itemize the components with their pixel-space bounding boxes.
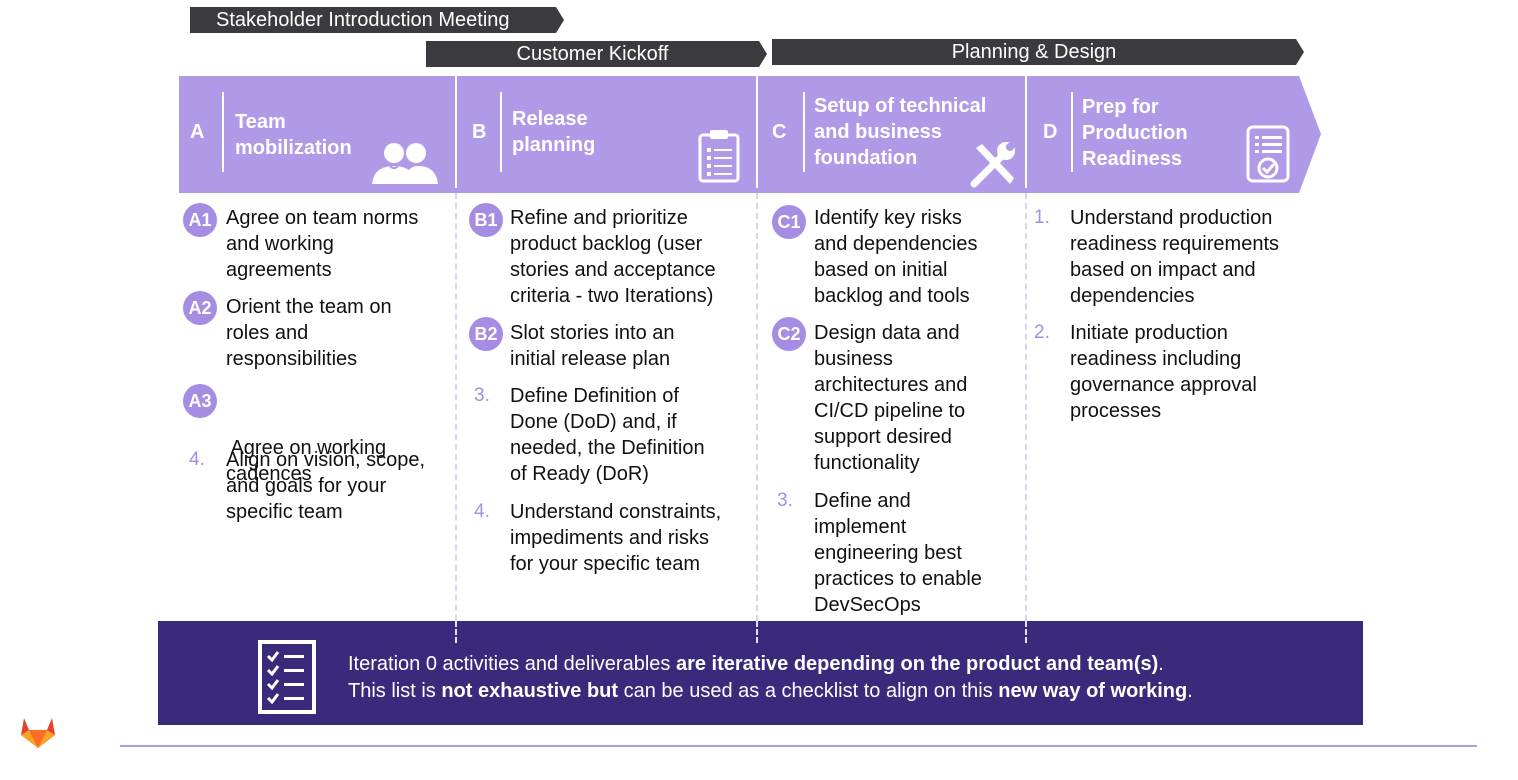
column-divider — [455, 193, 457, 641]
list-item-b3: Define Definition of Done (DoD) and, if ne… — [510, 385, 705, 485]
column-c-title-bar — [803, 92, 805, 172]
column-divider-tail — [455, 621, 457, 643]
checklist-icon — [258, 640, 316, 714]
item-marker-a1: A1 — [183, 203, 217, 237]
header-separator — [756, 76, 758, 188]
header-separator — [455, 76, 457, 188]
column-c-title: Setup of technical and business foundati… — [814, 95, 987, 169]
list-item-a3: Agree on working cadences — [226, 437, 387, 485]
item-marker-b3: 3. — [474, 385, 490, 406]
column-b-title: Release planning — [512, 108, 596, 156]
column-b-title-bar — [500, 92, 502, 172]
item-marker-b1: B1 — [469, 203, 503, 237]
planning-design-banner: Planning & Design — [772, 39, 1304, 65]
item-marker-c3: 3. — [777, 490, 793, 511]
column-divider — [1025, 193, 1027, 641]
column-c-letter: C — [772, 121, 787, 143]
checked-document-icon — [1246, 125, 1290, 183]
item-marker-a2: A2 — [183, 291, 217, 325]
item-marker-a4: 4. — [189, 449, 205, 470]
item-marker-a3: A3 — [183, 384, 217, 418]
item-marker-b2: B2 — [469, 317, 503, 351]
column-divider-tail — [756, 621, 758, 643]
note-text: Iteration 0 activities and deliverables … — [348, 651, 1193, 705]
list-item-a2: Orient the team on roles and responsibilit… — [226, 296, 392, 370]
list-item-a1: Agree on team norms and working agreements — [226, 207, 419, 281]
gitlab-logo-icon — [21, 718, 55, 748]
column-divider-tail — [1025, 621, 1027, 643]
item-marker-d1: 1. — [1034, 207, 1050, 228]
list-item-b2: Slot stories into an initial release plan — [510, 322, 675, 370]
column-divider — [756, 193, 758, 641]
list-item-a4: Align on vision, scope, and goals for you… — [226, 449, 426, 523]
stakeholder-meeting-banner: Stakeholder Introduction Meeting — [190, 7, 564, 33]
item-marker-c2: C2 — [772, 317, 806, 351]
list-item-c1: Identify key risks and dependencies based … — [814, 207, 978, 307]
planning-design-label: Planning & Design — [951, 41, 1117, 63]
footer-line — [120, 745, 1477, 747]
column-a-title-bar — [222, 92, 224, 172]
list-item-b4: Understand constraints, impediments and r… — [510, 501, 722, 575]
note-line-1: Iteration 0 activities and deliverables … — [348, 653, 1164, 675]
header-separator — [1025, 76, 1027, 188]
column-d-letter: D — [1043, 121, 1058, 143]
list-item-d1: Understand production readiness requireme… — [1070, 207, 1279, 307]
list-item-c2: Design data and business architectures and… — [814, 322, 968, 474]
column-d-title: Prep for Production Readiness — [1082, 96, 1188, 170]
column-b-letter: B — [472, 121, 487, 143]
customer-kickoff-banner: Customer Kickoff — [426, 41, 767, 67]
list-item-b1: Refine and prioritize product backlog (us… — [510, 207, 716, 307]
people-icon — [372, 143, 438, 184]
note-bar — [158, 621, 1363, 725]
column-a-title: Team mobilization — [235, 111, 352, 159]
column-a-letter: A — [190, 121, 205, 143]
stakeholder-meeting-label: Stakeholder Introduction Meeting — [216, 9, 510, 31]
item-marker-c1: C1 — [772, 205, 806, 239]
clipboard-icon — [698, 130, 740, 183]
column-d-title-bar — [1071, 92, 1073, 172]
note-line-2: This list is not exhaustive but can be u… — [348, 680, 1193, 702]
list-item-d2: Initiate production readiness including go… — [1070, 322, 1257, 422]
item-marker-d2: 2. — [1034, 322, 1050, 343]
customer-kickoff-label: Customer Kickoff — [516, 43, 669, 65]
item-marker-b4: 4. — [474, 501, 490, 522]
list-item-c3: Define and implement engineering best pract… — [814, 490, 982, 616]
phase-header-band — [179, 76, 1321, 193]
tools-icon — [970, 142, 1015, 188]
